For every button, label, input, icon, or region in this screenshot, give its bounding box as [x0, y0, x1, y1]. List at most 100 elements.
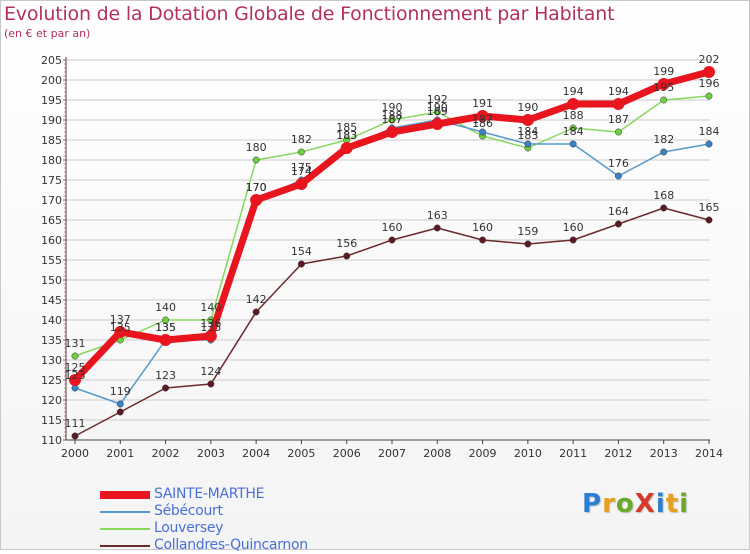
logo-letter: X [634, 489, 656, 519]
y-tick-label: 115 [41, 414, 62, 427]
data-point [705, 216, 713, 224]
data-label: 159 [517, 225, 538, 238]
data-label: 196 [699, 77, 720, 90]
y-tick-label: 140 [41, 314, 62, 327]
data-point [614, 220, 622, 228]
y-tick-label: 145 [41, 294, 62, 307]
data-point [703, 66, 715, 78]
y-tick-label: 165 [41, 214, 62, 227]
y-tick-label: 170 [41, 194, 62, 207]
x-tick-label: 2003 [197, 447, 225, 460]
x-tick-label: 2010 [514, 447, 542, 460]
legend-label: Louversey [154, 520, 224, 536]
data-label: 187 [472, 113, 493, 126]
data-label: 124 [200, 365, 221, 378]
data-label: 164 [608, 205, 629, 218]
x-tick-label: 2007 [378, 447, 406, 460]
data-label: 183 [336, 129, 357, 142]
y-tick-label: 110 [41, 434, 62, 447]
data-label: 170 [246, 181, 267, 194]
data-point [204, 330, 217, 342]
data-label: 184 [699, 125, 720, 138]
data-label: 136 [200, 317, 221, 330]
data-point [386, 126, 398, 138]
legend-label: Sébécourt [154, 503, 223, 519]
data-label: 137 [110, 313, 131, 326]
data-label: 183 [517, 129, 538, 142]
data-point [524, 240, 532, 248]
data-label: 189 [427, 105, 448, 118]
data-label: 160 [472, 221, 493, 234]
data-point [433, 224, 441, 232]
data-point [343, 252, 351, 260]
data-point [250, 194, 263, 206]
data-point [388, 116, 396, 124]
data-label: 180 [246, 141, 267, 154]
data-point [388, 236, 396, 244]
data-point [612, 98, 625, 110]
data-point [162, 316, 170, 324]
data-label: 190 [427, 101, 448, 114]
data-point [295, 178, 308, 190]
data-label: 131 [65, 337, 86, 350]
data-label: 184 [563, 125, 584, 138]
data-label: 123 [65, 369, 86, 382]
data-point [252, 156, 260, 164]
data-point [476, 110, 489, 122]
legend-swatch [100, 511, 150, 513]
y-tick-label: 150 [41, 274, 62, 287]
data-label: 140 [200, 301, 221, 314]
logo-letter: o [615, 489, 635, 519]
data-label: 192 [427, 93, 448, 106]
data-label: 165 [699, 201, 720, 214]
data-label: 163 [427, 209, 448, 222]
data-label: 168 [653, 189, 674, 202]
y-tick-label: 195 [41, 94, 62, 107]
y-tick-label: 200 [41, 74, 62, 87]
logo-letter: t [665, 489, 680, 519]
data-label: 135 [155, 321, 176, 334]
data-point [297, 260, 305, 268]
data-label: 195 [653, 81, 674, 94]
data-point [162, 384, 170, 392]
y-tick-label: 160 [41, 234, 62, 247]
data-point [252, 308, 260, 316]
x-tick-label: 2013 [650, 447, 678, 460]
data-label: 135 [110, 321, 131, 334]
x-tick-label: 2011 [559, 447, 587, 460]
data-label: 182 [291, 133, 312, 146]
y-tick-label: 155 [41, 254, 62, 267]
x-tick-label: 2012 [604, 447, 632, 460]
data-point [116, 400, 124, 408]
data-label: 154 [291, 245, 312, 258]
logo-letter: P [582, 489, 603, 519]
data-point [71, 352, 79, 360]
data-label: 135 [200, 321, 221, 334]
data-point [116, 408, 124, 416]
x-tick-label: 2006 [333, 447, 361, 460]
logo-letter: r [602, 489, 616, 519]
data-label: 183 [336, 129, 357, 142]
data-label: 160 [563, 221, 584, 234]
data-label: 156 [336, 237, 357, 250]
data-point [69, 374, 81, 386]
data-label: 185 [336, 121, 357, 134]
data-label: 188 [382, 109, 403, 122]
y-tick-label: 190 [41, 114, 62, 127]
data-label: 187 [382, 113, 403, 126]
data-label: 187 [608, 113, 629, 126]
data-point [657, 78, 670, 90]
data-point [660, 96, 668, 104]
data-point [705, 140, 713, 148]
y-tick-label: 120 [41, 394, 62, 407]
data-label: 175 [291, 161, 312, 174]
data-point [159, 334, 172, 346]
logo-letter: i [655, 489, 666, 519]
data-label: 186 [472, 117, 493, 130]
data-point [71, 432, 79, 440]
data-point [569, 140, 577, 148]
x-tick-label: 2002 [152, 447, 180, 460]
data-label: 142 [246, 293, 267, 306]
